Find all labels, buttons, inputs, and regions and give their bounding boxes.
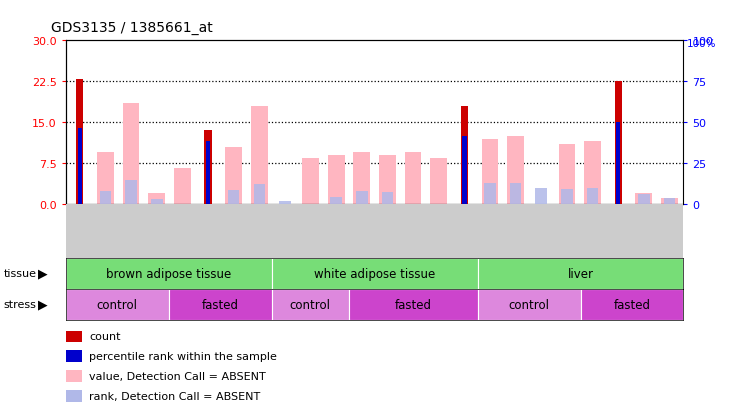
Bar: [272, 258, 477, 289]
Bar: [382, 192, 393, 204]
Bar: [66, 289, 169, 320]
Bar: [638, 195, 650, 204]
Bar: [461, 107, 468, 204]
Bar: [431, 158, 447, 204]
Text: tissue: tissue: [4, 268, 37, 279]
Bar: [169, 289, 272, 320]
Text: control: control: [96, 298, 137, 311]
Text: control: control: [509, 298, 550, 311]
Bar: [510, 183, 521, 204]
Text: ▶: ▶: [38, 267, 48, 280]
Bar: [482, 139, 499, 204]
Bar: [584, 142, 601, 204]
Bar: [349, 289, 477, 320]
Bar: [507, 136, 524, 204]
Text: brown adipose tissue: brown adipose tissue: [106, 267, 232, 280]
Bar: [302, 158, 319, 204]
Bar: [77, 128, 82, 204]
Text: value, Detection Call = ABSENT: value, Detection Call = ABSENT: [89, 371, 266, 381]
Bar: [558, 145, 575, 204]
Bar: [151, 199, 162, 204]
Text: liver: liver: [567, 267, 594, 280]
Bar: [635, 194, 652, 204]
Bar: [251, 107, 268, 204]
Bar: [615, 82, 621, 204]
Bar: [228, 190, 240, 204]
Bar: [379, 156, 395, 204]
Bar: [126, 181, 137, 204]
Bar: [205, 142, 211, 204]
Text: 100%: 100%: [687, 39, 716, 49]
Text: stress: stress: [4, 299, 37, 310]
Bar: [272, 289, 349, 320]
Bar: [225, 147, 242, 204]
Bar: [76, 79, 83, 204]
Bar: [477, 289, 580, 320]
Bar: [356, 191, 368, 204]
Text: fasted: fasted: [613, 298, 651, 311]
Bar: [66, 258, 272, 289]
Bar: [205, 131, 212, 204]
Bar: [148, 194, 165, 204]
Bar: [279, 202, 291, 204]
Bar: [661, 199, 678, 204]
Bar: [664, 199, 675, 204]
Text: control: control: [289, 298, 331, 311]
Bar: [123, 104, 140, 204]
Bar: [330, 197, 342, 204]
Bar: [254, 185, 265, 204]
Bar: [328, 156, 344, 204]
Bar: [477, 258, 683, 289]
Text: GDS3135 / 1385661_at: GDS3135 / 1385661_at: [51, 21, 213, 35]
Bar: [536, 189, 547, 204]
Text: rank, Detection Call = ABSENT: rank, Detection Call = ABSENT: [89, 391, 260, 401]
Bar: [99, 191, 111, 204]
Bar: [484, 184, 496, 204]
Bar: [561, 190, 572, 204]
Bar: [174, 169, 191, 204]
Text: count: count: [89, 332, 121, 342]
Bar: [580, 289, 683, 320]
Text: percentile rank within the sample: percentile rank within the sample: [89, 351, 277, 361]
Text: white adipose tissue: white adipose tissue: [314, 267, 435, 280]
Bar: [616, 123, 621, 204]
Bar: [354, 153, 370, 204]
Bar: [405, 153, 421, 204]
Text: fasted: fasted: [202, 298, 239, 311]
Bar: [587, 188, 598, 204]
Text: fasted: fasted: [395, 298, 432, 311]
Bar: [462, 136, 466, 204]
Text: ▶: ▶: [38, 298, 48, 311]
Bar: [97, 153, 114, 204]
